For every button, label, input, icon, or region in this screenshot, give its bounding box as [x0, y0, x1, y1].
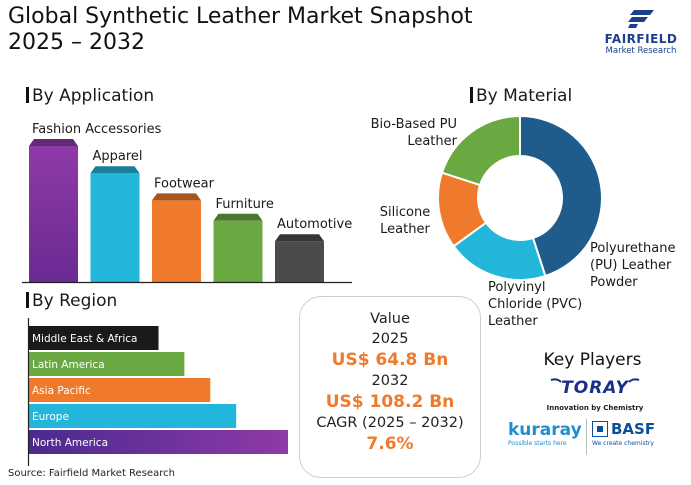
cagr-value: 7.6% — [366, 434, 414, 454]
donut-label-pu: Polyurethane (PU) Leather Powder — [590, 241, 676, 290]
region-label-asia-pacific: Asia Pacific — [32, 385, 91, 397]
section-material: By Material — [470, 86, 572, 106]
logo-brand: FAIRFIELD — [604, 32, 678, 46]
region-bar-latin-america — [29, 352, 185, 376]
donut-slice-bio-based-pu-leather — [440, 114, 521, 187]
logo-divider — [586, 419, 587, 455]
toray-logo: TORAY Innovation by Chemistry — [545, 376, 645, 412]
value-2032: US$ 108.2 Bn — [325, 392, 455, 412]
section-application-label: By Application — [32, 86, 155, 106]
basf-wordmark: BASF — [611, 420, 656, 438]
donut-label-bio-based: Bio-Based PU Leather — [370, 117, 457, 149]
logo-sub: Market Research — [605, 46, 677, 56]
market-value-box: Value 2025 US$ 64.8 Bn 2032 US$ 108.2 Bn… — [299, 296, 481, 478]
basf-logo: BASF We create chemistry — [592, 420, 664, 447]
bar-cap-automotive — [275, 234, 324, 242]
donut-label-pvc: Polyvinyl Chloride (PVC) Leather — [488, 280, 583, 329]
value-heading: Value — [370, 311, 410, 327]
region-label-latin-america: Latin America — [32, 359, 105, 371]
region-bar-north-america — [29, 430, 288, 454]
region-label-middle-east-africa: Middle East & Africa — [32, 333, 138, 345]
bar-footwear — [152, 200, 201, 282]
basf-tagline: We create chemistry — [592, 440, 654, 447]
bar-label-furniture: Furniture — [216, 197, 274, 212]
kuraray-tagline: Possible starts here — [508, 440, 567, 447]
section-region: By Region — [26, 291, 117, 311]
page-title: Global Synthetic Leather Market Snapshot… — [8, 4, 473, 56]
section-application: By Application — [26, 86, 154, 106]
toray-tagline: Innovation by Chemistry — [546, 404, 644, 412]
value-year-2032: 2032 — [371, 373, 409, 389]
bar-cap-furniture — [213, 213, 263, 221]
region-label-europe: Europe — [32, 411, 69, 423]
bar-automotive — [275, 241, 324, 282]
basf-square-icon — [592, 421, 608, 437]
kuraray-logo: kuraray Possible starts here — [508, 420, 583, 447]
bar-label-fashion-accessories: Fashion Accessories — [32, 122, 162, 137]
kuraray-wordmark: kuraray — [508, 420, 582, 440]
value-2025: US$ 64.8 Bn — [331, 350, 449, 370]
section-marker — [26, 87, 29, 103]
donut-label-silicone: Silicone Leather — [379, 205, 431, 237]
bar-label-automotive: Automotive — [277, 217, 352, 232]
bar-cap-apparel — [90, 166, 140, 174]
bar-label-footwear: Footwear — [154, 176, 215, 191]
toray-wordmark: TORAY — [550, 378, 640, 398]
bar-label-apparel: Apparel — [93, 149, 143, 164]
svg-text:TORAY: TORAY — [561, 378, 629, 398]
section-region-label: By Region — [32, 291, 118, 311]
source-note: Source: Fairfield Market Research — [8, 468, 175, 479]
region-label-north-america: North America — [32, 437, 108, 449]
region-bar-middle-east-africa — [29, 326, 159, 350]
material-donut-chart — [437, 114, 603, 281]
region-bar-chart: Middle East & Africa Latin America Asia Pa… — [27, 318, 288, 466]
key-players-title: Key Players — [543, 350, 642, 370]
bar-cap-fashion-accessories — [29, 139, 78, 146]
title-line-1: Global Synthetic Leather Market Snapshot — [8, 4, 473, 29]
fairfield-logo-icon — [628, 10, 654, 28]
section-marker — [26, 292, 29, 308]
title-line-2: 2025 – 2032 — [8, 30, 145, 55]
application-bar-chart: Fashion Accessories Apparel FootwearFurnit… — [22, 122, 352, 284]
donut-slice-polyurethane-pu-leather-powder — [519, 114, 603, 278]
region-bar-asia-pacific — [29, 378, 211, 402]
bar-apparel — [90, 173, 140, 282]
value-year-2025: 2025 — [371, 331, 409, 347]
fairfield-logo: FAIRFIELD Market Research — [594, 10, 688, 56]
bar-cap-footwear — [152, 193, 201, 201]
cagr-label: CAGR (2025 – 2032) — [316, 415, 464, 431]
section-material-label: By Material — [476, 86, 573, 106]
section-marker — [470, 87, 473, 103]
bar-furniture — [213, 220, 263, 282]
bar-fashion-accessories — [29, 146, 78, 282]
region-bar-europe — [29, 404, 237, 428]
